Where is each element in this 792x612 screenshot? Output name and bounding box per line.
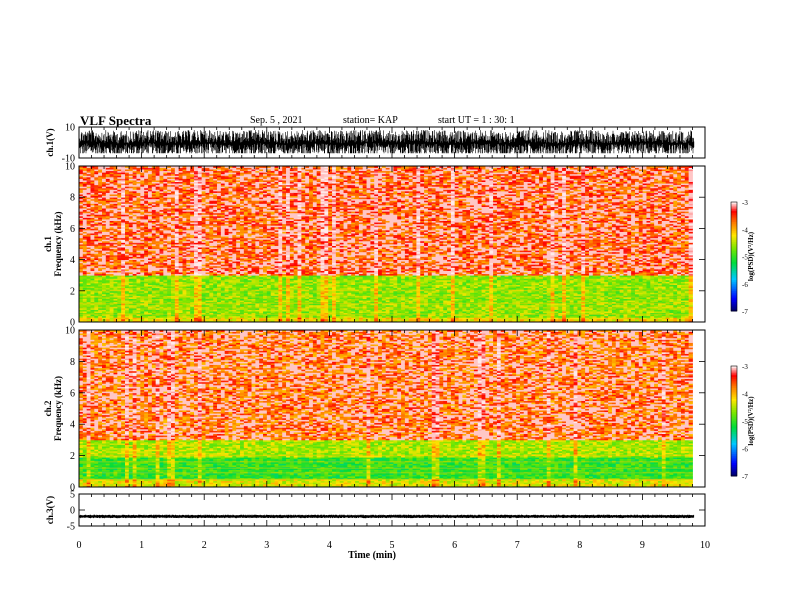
ch1-waveform-series xyxy=(79,130,694,153)
ch1-spectrogram-heatmap xyxy=(79,166,693,322)
ch1-ylabel-group: ch.1(V) xyxy=(45,128,55,156)
ch1-waveform-line xyxy=(79,130,694,153)
ch1-ylabel: ch.1(V) xyxy=(45,128,55,156)
ch1-ytick-label: 10 xyxy=(65,123,75,134)
